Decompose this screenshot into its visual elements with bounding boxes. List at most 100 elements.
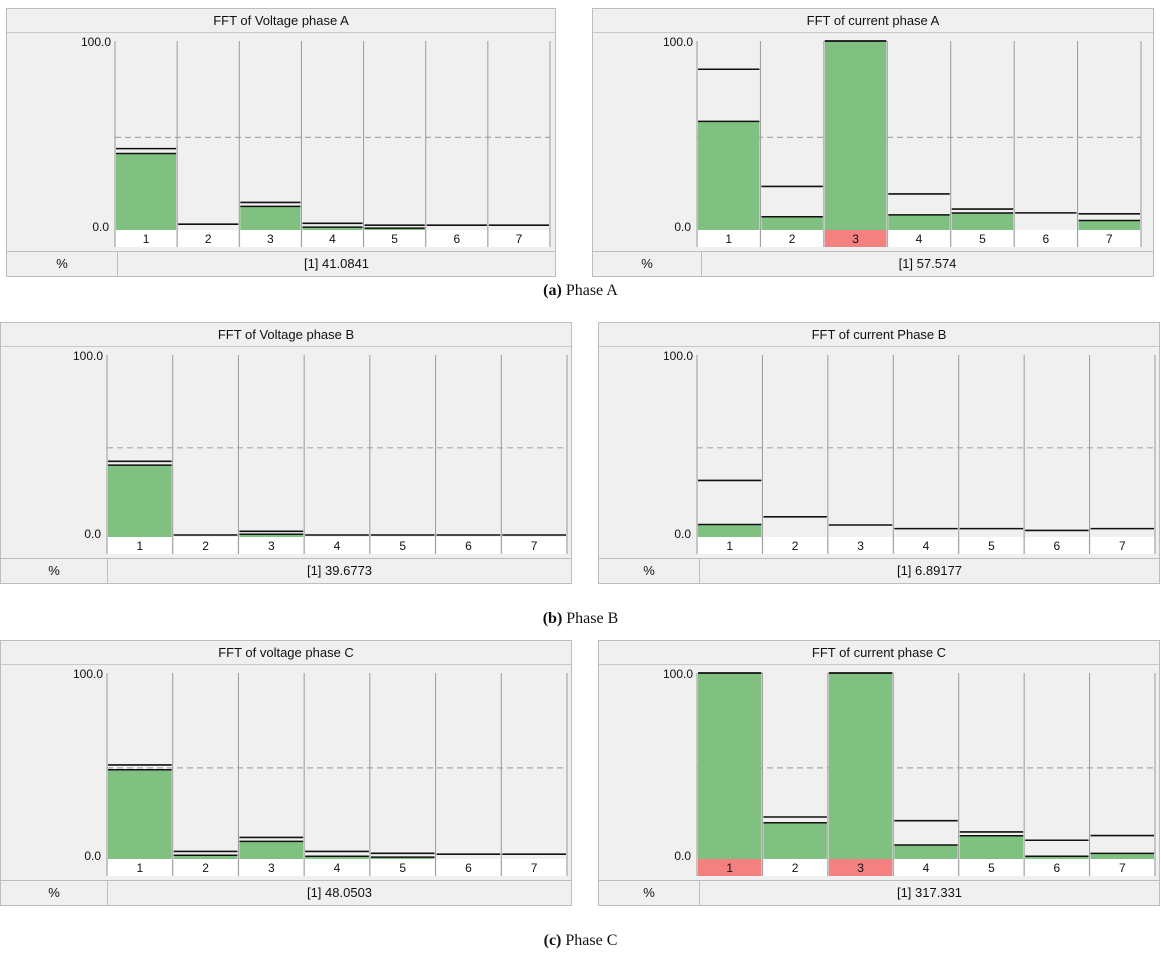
label-cell-3 [240, 230, 301, 247]
bar-3 [824, 41, 887, 230]
tick-label: 2 [202, 539, 209, 553]
bar-5 [959, 835, 1024, 859]
tick-label: 3 [852, 232, 859, 246]
y-tick-min: 0.0 [674, 849, 691, 863]
readout-bar: % [1] 48.0503 [1, 880, 571, 905]
label-cell-3 [239, 537, 304, 554]
bar-2 [763, 822, 827, 859]
caption-letter: (b) [542, 610, 563, 627]
bar-1 [108, 769, 172, 859]
bar-1 [698, 524, 762, 537]
y-tick-min: 0.0 [84, 849, 101, 863]
unit-label: % [599, 881, 700, 905]
caption-letter: (c) [543, 932, 562, 949]
bar-4 [302, 227, 363, 230]
label-cell-3 [828, 859, 893, 876]
readout-value: [1] 48.0503 [306, 885, 373, 900]
fft-chart: 1 2 3 4 5 6 7 100.0 0.0 [81, 35, 551, 247]
bar-4 [305, 856, 369, 859]
panel-current-b: FFT of current Phase B 1 2 3 4 5 6 7 100.0 0.0% [1… [598, 322, 1160, 584]
y-tick-min: 0.0 [674, 527, 691, 541]
bar-1 [108, 465, 172, 537]
label-cell-4 [305, 859, 369, 876]
bar-4 [894, 845, 958, 859]
label-cell-6 [1015, 230, 1077, 247]
tick-label: 6 [1054, 539, 1061, 553]
tick-label: 7 [1119, 861, 1126, 875]
tick-label: 6 [465, 861, 472, 875]
label-cell-5 [370, 537, 435, 554]
tick-label: 7 [1119, 539, 1126, 553]
label-cell-2 [763, 537, 827, 554]
panel-current-c: FFT of current phase C 1 2 3 4 5 6 7 100.0 0.0% [1… [598, 640, 1160, 906]
bar-5 [364, 228, 425, 230]
label-cell-7 [1090, 859, 1154, 876]
bar-4 [888, 214, 950, 230]
label-cell-7 [502, 537, 566, 554]
label-cell-1 [108, 859, 172, 876]
fft-chart: 1 2 3 4 5 6 7 100.0 0.0 [663, 35, 1142, 247]
label-cell-1 [698, 859, 762, 876]
plot-area [107, 673, 567, 876]
label-cell-6 [426, 230, 487, 247]
label-cell-4 [302, 230, 363, 247]
label-cell-2 [761, 230, 823, 247]
readout-value: [1] 39.6773 [306, 563, 373, 578]
caption-text: Phase B [562, 610, 619, 627]
tick-label: 4 [916, 232, 923, 246]
tick-label: 6 [1043, 232, 1050, 246]
tick-label: 7 [531, 861, 538, 875]
tick-label: 4 [329, 232, 336, 246]
caption-phase-c: (c) Phase C [0, 932, 1161, 950]
tick-label: 6 [1054, 861, 1061, 875]
label-cell-2 [763, 859, 827, 876]
bar-7 [1090, 853, 1154, 859]
y-tick-max: 100.0 [663, 35, 693, 49]
chart-title: FFT of current phase A [593, 9, 1153, 33]
tick-label: 1 [137, 539, 144, 553]
y-tick-max: 100.0 [81, 35, 111, 49]
chart-title: FFT of current phase C [599, 641, 1159, 665]
tick-label: 7 [531, 539, 538, 553]
tick-label: 5 [988, 539, 995, 553]
tick-label: 5 [988, 861, 995, 875]
tick-label: 4 [923, 861, 930, 875]
readout-value: [1] 317.331 [896, 885, 963, 900]
tick-label: 1 [726, 861, 733, 875]
tick-label: 1 [143, 232, 150, 246]
tick-label: 6 [465, 539, 472, 553]
tick-label: 7 [1106, 232, 1113, 246]
tick-label: 5 [979, 232, 986, 246]
caption-phase-a: (a) Phase A [0, 282, 1161, 300]
tick-label: 4 [334, 539, 341, 553]
label-cell-6 [1025, 859, 1089, 876]
label-cell-5 [951, 230, 1014, 247]
readout-bar: % [1] 57.574 [593, 251, 1153, 276]
tick-label: 7 [516, 232, 523, 246]
bar-2 [173, 855, 238, 859]
label-cell-7 [488, 230, 549, 247]
label-cell-2 [173, 859, 238, 876]
readout-bar: % [1] 41.0841 [7, 251, 555, 276]
label-cell-2 [173, 537, 238, 554]
bar-3 [239, 841, 304, 859]
bar-1 [698, 121, 760, 230]
tick-label: 2 [792, 861, 799, 875]
caption-text: Phase C [561, 932, 618, 949]
unit-label: % [7, 252, 118, 276]
fft-chart: 1 2 3 4 5 6 7 100.0 0.0 [73, 667, 568, 876]
panel-voltage-a: FFT of Voltage phase A 1 2 3 4 5 6 7 100.0 0.0% [1… [6, 8, 556, 277]
caption-letter: (a) [543, 282, 562, 299]
label-cell-6 [436, 859, 501, 876]
tick-label: 6 [453, 232, 460, 246]
bar-5 [951, 212, 1014, 230]
label-cell-5 [364, 230, 425, 247]
bar-1 [116, 153, 177, 230]
caption-text: Phase A [561, 282, 618, 299]
tick-label: 5 [391, 232, 398, 246]
unit-label: % [599, 559, 700, 583]
unit-label: % [593, 252, 702, 276]
plot-area [697, 355, 1155, 554]
chart-title: FFT of current Phase B [599, 323, 1159, 347]
tick-label: 2 [792, 539, 799, 553]
